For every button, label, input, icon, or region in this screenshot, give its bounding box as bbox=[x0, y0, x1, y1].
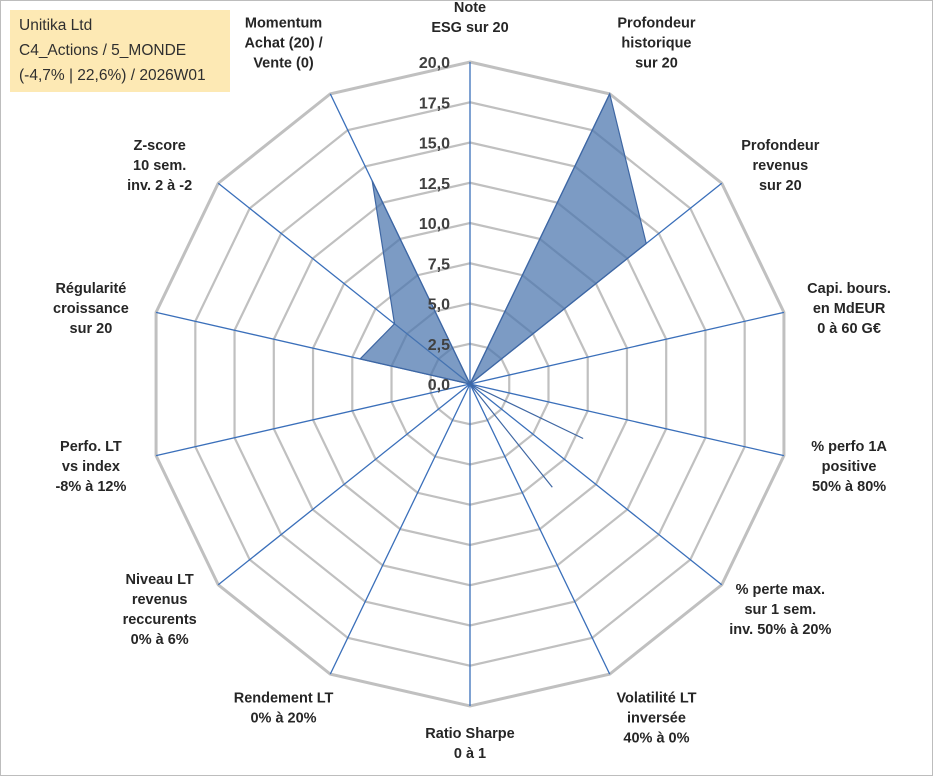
axis-label-4: % perfo 1A positive 50% à 80% bbox=[811, 439, 887, 495]
axis-label-line: historique bbox=[621, 35, 691, 51]
performance-stats: (-4,7% | 22,6%) / 2026W01 bbox=[19, 67, 206, 84]
tick-labels: 0,0 2,5 5,0 7,5 10,0 12,5 15,0 17,5 20,0 bbox=[419, 55, 450, 394]
axis-label-line: 0 à 60 G€ bbox=[817, 321, 881, 337]
info-box: Unitika Ltd C4_Actions / 5_MONDE (-4,7% … bbox=[10, 10, 230, 92]
tick-label: 20,0 bbox=[419, 55, 450, 72]
company-name: Unitika Ltd bbox=[19, 17, 93, 34]
axis-label-line: Note bbox=[454, 1, 486, 16]
axis-label-line: Momentum bbox=[245, 15, 322, 31]
axis-label-6: Volatilité LT inversée 40% à 0% bbox=[616, 691, 696, 747]
axis-label-line: % perte max. bbox=[736, 582, 825, 598]
axis-label-line: Rendement LT bbox=[234, 691, 334, 707]
tick-label: 12,5 bbox=[419, 176, 450, 193]
axis-label-line: Z-score bbox=[133, 138, 185, 154]
series-area-group bbox=[358, 92, 647, 488]
axis-label-line: 0% à 20% bbox=[250, 711, 316, 727]
axis-label-12: Z-score 10 sem. inv. 2 à -2 bbox=[127, 138, 192, 194]
axis-label-7: Ratio Sharpe 0 à 1 bbox=[425, 726, 514, 762]
axis-label-line: sur 20 bbox=[70, 321, 113, 337]
tick-label: 0,0 bbox=[428, 377, 450, 394]
tick-label: 15,0 bbox=[419, 136, 450, 153]
axis-label-line: en MdEUR bbox=[813, 301, 886, 317]
axis-label-line: -8% à 12% bbox=[55, 479, 126, 495]
axis-label-line: ESG sur 20 bbox=[431, 20, 508, 36]
axis-label-line: croissance bbox=[53, 301, 129, 317]
axis-label-line: Niveau LT bbox=[126, 572, 194, 588]
axis-label-10: Perfo. LT vs index -8% à 12% bbox=[55, 439, 126, 495]
axis-spoke bbox=[469, 383, 785, 457]
axis-label-11: Régularité croissance sur 20 bbox=[53, 281, 129, 337]
axis-label-line: 10 sem. bbox=[133, 158, 186, 174]
axis-label-line: Vente (0) bbox=[253, 55, 314, 71]
axis-spoke bbox=[155, 383, 471, 457]
axis-label-8: Rendement LT 0% à 20% bbox=[234, 691, 334, 727]
axis-label-line: Profondeur bbox=[617, 15, 695, 31]
axis-label-line: Ratio Sharpe bbox=[425, 726, 514, 742]
axis-label-line: Profondeur bbox=[741, 138, 819, 154]
axis-label-5: % perte max. sur 1 sem. inv. 50% à 20% bbox=[729, 582, 831, 638]
axis-label-line: reccurents bbox=[123, 612, 197, 628]
axis-label-line: revenus bbox=[753, 158, 809, 174]
axis-label-line: vs index bbox=[62, 459, 120, 475]
axis-label-line: Achat (20) / bbox=[244, 35, 322, 51]
axis-label-9: Niveau LT revenus reccurents 0% à 6% bbox=[123, 572, 197, 648]
axis-label-line: Volatilité LT bbox=[616, 691, 696, 707]
tick-label: 2,5 bbox=[428, 337, 450, 354]
axis-label-line: inversée bbox=[627, 711, 686, 727]
axis-label-line: inv. 2 à -2 bbox=[127, 178, 192, 194]
axis-label-line: 50% à 80% bbox=[812, 479, 886, 495]
axis-label-line: Capi. bours. bbox=[807, 281, 891, 297]
axis-label-3: Capi. bours. en MdEUR 0 à 60 G€ bbox=[807, 281, 891, 337]
axis-label-line: sur 20 bbox=[635, 55, 678, 71]
portfolio-name: C4_Actions / 5_MONDE bbox=[19, 42, 187, 59]
axis-spoke bbox=[217, 383, 471, 586]
axis-label-line: positive bbox=[822, 459, 877, 475]
axis-label-line: % perfo 1A bbox=[811, 439, 887, 455]
axis-label-line: revenus bbox=[132, 592, 188, 608]
axis-label-0: Note ESG sur 20 bbox=[431, 1, 508, 36]
axis-label-line: sur 20 bbox=[759, 178, 802, 194]
axis-label-line: 0 à 1 bbox=[454, 746, 486, 762]
series-area bbox=[358, 92, 647, 488]
axis-spoke bbox=[329, 383, 471, 675]
axis-label-line: 0% à 6% bbox=[131, 632, 189, 648]
axis-label-line: Perfo. LT bbox=[60, 439, 122, 455]
axis-spoke bbox=[469, 311, 785, 385]
axis-label-line: 40% à 0% bbox=[623, 731, 689, 747]
axis-label-line: sur 1 sem. bbox=[744, 602, 816, 618]
axis-label-line: inv. 50% à 20% bbox=[729, 622, 831, 638]
axis-label-line: Régularité bbox=[55, 281, 126, 297]
axis-label-2: Profondeur revenus sur 20 bbox=[741, 138, 819, 194]
axis-spoke bbox=[469, 383, 611, 675]
axis-labels: Note ESG sur 20 Profondeur historique sur 20… bbox=[53, 1, 891, 762]
axis-spoke bbox=[469, 383, 723, 586]
tick-label: 5,0 bbox=[428, 297, 450, 314]
tick-label: 10,0 bbox=[419, 216, 450, 233]
axis-label-13: Momentum Achat (20) / Vente (0) bbox=[244, 15, 322, 71]
axis-label-1: Profondeur historique sur 20 bbox=[617, 15, 695, 71]
tick-label: 17,5 bbox=[419, 95, 450, 112]
tick-label: 7,5 bbox=[428, 256, 450, 273]
